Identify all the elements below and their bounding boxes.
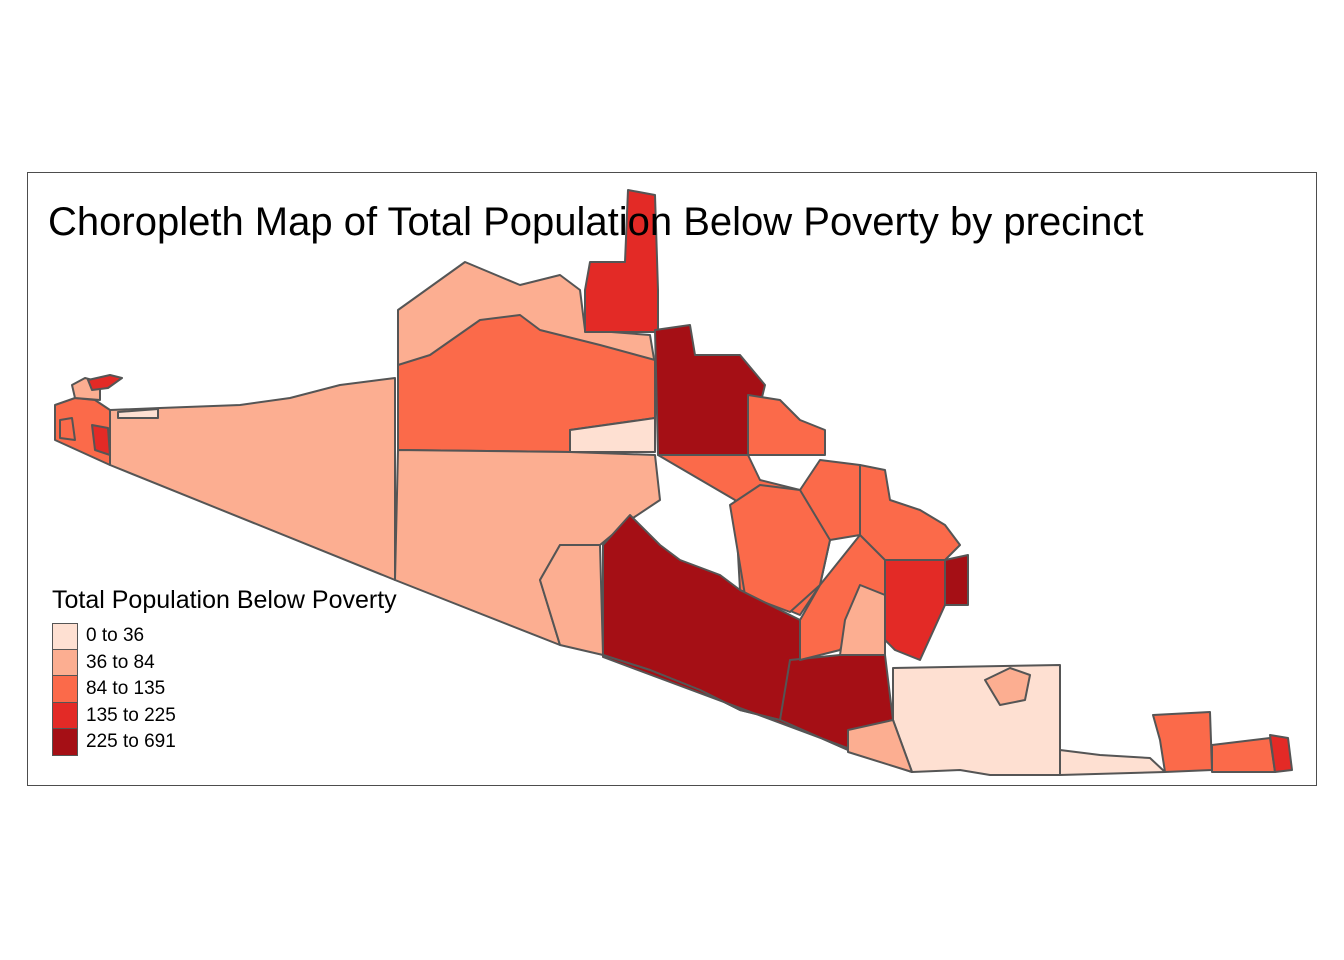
precinct xyxy=(539,544,604,656)
legend-title: Total Population Below Poverty xyxy=(52,586,397,614)
legend: Total Population Below Poverty 0 to 36 3… xyxy=(52,586,397,756)
legend-swatch xyxy=(52,623,78,650)
map-title: Choropleth Map of Total Population Below… xyxy=(48,200,1144,244)
precinct xyxy=(892,664,1061,776)
legend-label: 225 to 691 xyxy=(86,731,176,753)
precinct xyxy=(1059,749,1166,776)
precinct xyxy=(109,377,396,581)
precinct xyxy=(59,417,76,441)
legend-item: 135 to 225 xyxy=(52,702,397,729)
legend-label: 135 to 225 xyxy=(86,704,176,726)
precinct xyxy=(859,464,961,561)
precinct xyxy=(569,417,656,453)
precinct xyxy=(117,408,159,419)
legend-label: 84 to 135 xyxy=(86,678,166,700)
precinct xyxy=(1211,737,1276,773)
precinct xyxy=(91,424,111,456)
legend-label: 36 to 84 xyxy=(86,651,155,673)
precinct xyxy=(584,189,659,333)
legend-swatch xyxy=(52,729,78,756)
precinct xyxy=(602,654,913,773)
precinct xyxy=(984,667,1031,706)
precinct xyxy=(944,554,969,606)
legend-item: 84 to 135 xyxy=(52,676,397,703)
precinct xyxy=(839,584,886,656)
legend-label: 0 to 36 xyxy=(86,625,145,647)
precinct xyxy=(747,394,826,456)
legend-item: 36 to 84 xyxy=(52,649,397,676)
legend-swatch xyxy=(52,649,78,676)
legend-item: 0 to 36 xyxy=(52,623,397,650)
precinct xyxy=(1269,734,1293,773)
legend-swatch xyxy=(52,702,78,729)
precinct xyxy=(847,719,913,773)
legend-swatch xyxy=(52,676,78,703)
precinct xyxy=(87,374,123,391)
legend-item: 225 to 691 xyxy=(52,729,397,756)
precinct xyxy=(1152,711,1213,773)
